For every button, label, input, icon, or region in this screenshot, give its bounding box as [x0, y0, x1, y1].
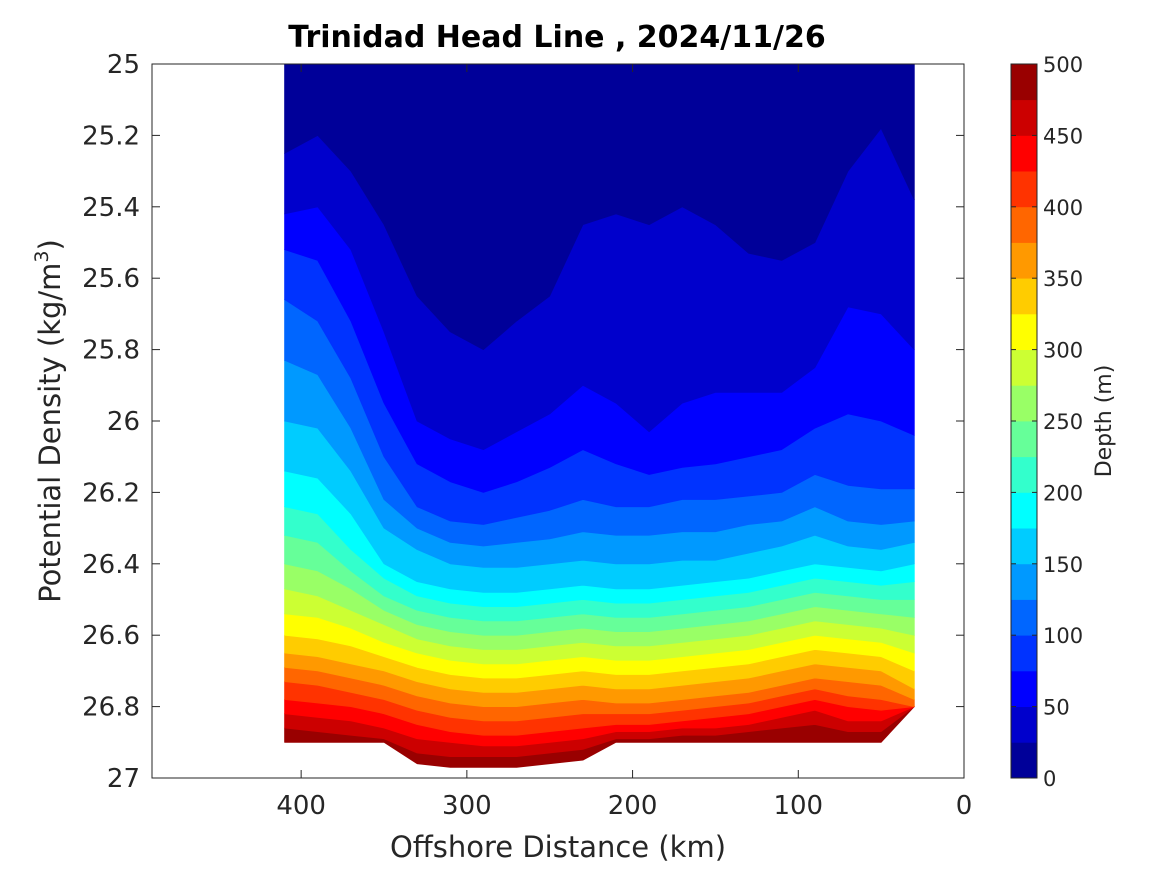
y-axis-label-sup: 3	[31, 250, 53, 262]
x-axis-label: Offshore Distance (km)	[390, 830, 726, 864]
x-tick-label: 400	[276, 791, 326, 821]
colorbar-tick-label: 100	[1043, 624, 1083, 648]
x-tick-label: 300	[442, 791, 492, 821]
colorbar-band	[1011, 135, 1037, 172]
colorbar-band	[1011, 421, 1037, 458]
y-tick-label: 26	[107, 407, 140, 437]
y-axis-label-close: )	[33, 239, 67, 250]
y-tick-label: 25.4	[82, 193, 140, 223]
chart-title: Trinidad Head Line , 2024/11/26	[288, 20, 825, 55]
colorbar-tick-label: 200	[1043, 481, 1083, 505]
colorbar-band	[1011, 670, 1037, 707]
colorbar-band	[1011, 313, 1037, 350]
y-tick-label: 26.2	[82, 478, 140, 508]
y-tick-label: 26.8	[82, 693, 140, 723]
colorbar-tick-label: 350	[1043, 267, 1083, 291]
y-tick-label: 25	[107, 50, 140, 80]
colorbar-tick-label: 500	[1043, 53, 1083, 77]
colorbar-band	[1011, 742, 1037, 779]
y-axis: 25 25.2 25.4 25.6 25.8 26 26.2 26.4 26.6 26.8 27	[82, 50, 964, 794]
colorbar-band	[1011, 706, 1037, 743]
colorbar-band	[1011, 563, 1037, 600]
colorbar-band	[1011, 635, 1037, 672]
x-axis: 400 300 200 100 0	[276, 64, 972, 821]
colorbar-band	[1011, 278, 1037, 315]
colorbar-tick-label: 250	[1043, 410, 1083, 434]
y-axis-label-main: Potential Density (kg/m	[33, 263, 67, 603]
y-axis-label: Potential Density (kg/m3)	[31, 239, 67, 603]
colorbar-label: Depth (m)	[1092, 365, 1117, 478]
colorbar-band	[1011, 385, 1037, 422]
x-tick-label: 0	[956, 791, 973, 821]
colorbar-tick-label: 300	[1043, 339, 1083, 363]
colorbar-band	[1011, 242, 1037, 279]
colorbar-band	[1011, 64, 1037, 101]
colorbar-band	[1011, 456, 1037, 493]
y-tick-label: 25.2	[82, 121, 140, 151]
colorbar: 0 50 100 150 200 250 300 350 400 450 500	[1010, 53, 1083, 791]
colorbar-tick-label: 150	[1043, 553, 1083, 577]
colorbar-tick-label: 0	[1043, 767, 1056, 791]
colorbar-band	[1011, 206, 1037, 243]
colorbar-band	[1011, 99, 1037, 136]
contour-band-0-25	[284, 64, 915, 351]
colorbar-band	[1011, 492, 1037, 529]
colorbar-band	[1011, 528, 1037, 565]
colorbar-band	[1011, 599, 1037, 636]
colorbar-band	[1011, 349, 1037, 386]
colorbar-tick-label: 400	[1043, 196, 1083, 220]
colorbar-tick-label: 450	[1043, 124, 1083, 148]
x-tick-label: 200	[608, 791, 658, 821]
y-tick-label: 25.8	[82, 336, 140, 366]
colorbar-tick-label: 50	[1043, 696, 1070, 720]
y-tick-label: 27	[107, 764, 140, 794]
contour-fill	[284, 64, 915, 768]
y-tick-label: 25.6	[82, 264, 140, 294]
y-tick-label: 26.4	[82, 550, 140, 580]
x-tick-label: 100	[773, 791, 823, 821]
colorbar-band	[1011, 171, 1037, 208]
y-tick-label: 26.6	[82, 621, 140, 651]
